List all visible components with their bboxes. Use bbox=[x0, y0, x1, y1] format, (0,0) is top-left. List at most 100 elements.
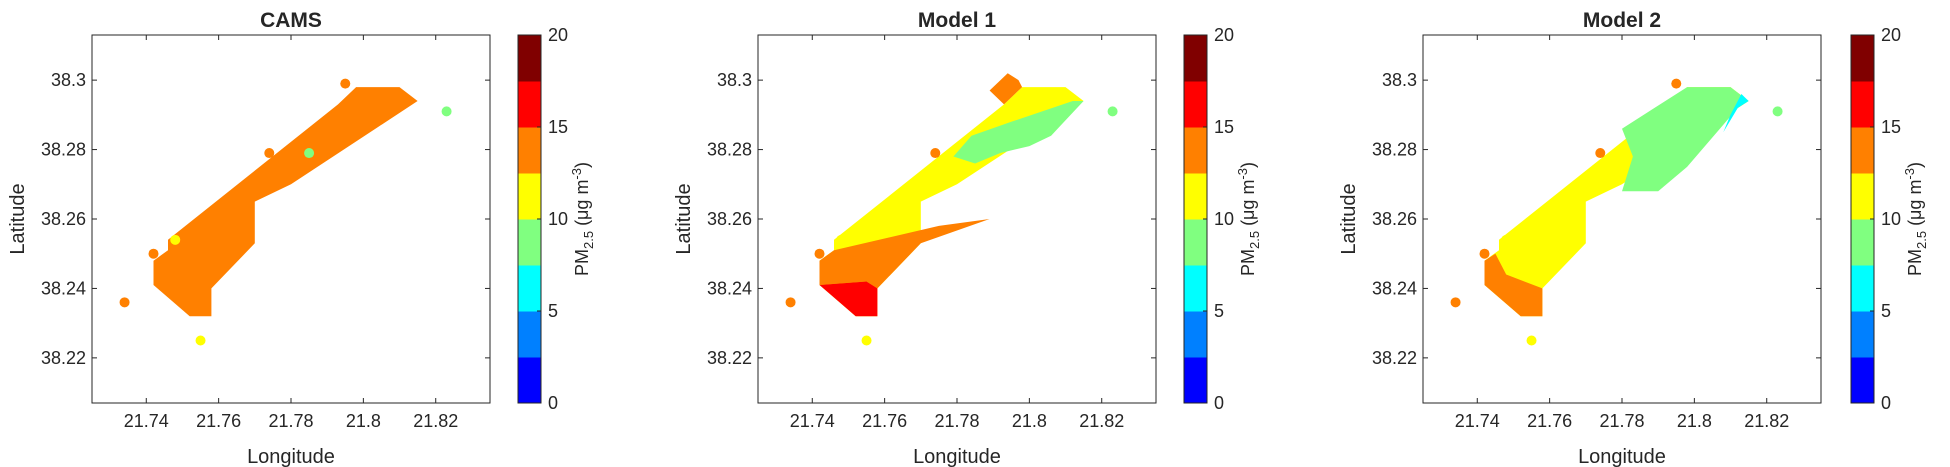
y-tick-label: 38.3 bbox=[717, 70, 752, 90]
colorbar-segment bbox=[1184, 127, 1207, 174]
y-tick-label: 38.26 bbox=[41, 209, 86, 229]
station-marker-5 bbox=[264, 148, 275, 159]
colorbar-tick-label: 5 bbox=[1881, 301, 1891, 321]
x-tick-label: 21.78 bbox=[268, 411, 313, 431]
station-marker-4 bbox=[1526, 335, 1537, 346]
colorbar-segment bbox=[518, 35, 541, 82]
chart-title: CAMS bbox=[260, 9, 322, 32]
station-marker-1 bbox=[119, 297, 130, 308]
contour-region-4 bbox=[953, 101, 1084, 164]
station-marker-2 bbox=[1479, 248, 1490, 259]
y-tick-label: 38.3 bbox=[1382, 70, 1417, 90]
station-marker-2 bbox=[814, 248, 825, 259]
colorbar-label-close: ) bbox=[1905, 162, 1925, 168]
station-marker-7 bbox=[1772, 106, 1783, 117]
x-tick-label: 21.74 bbox=[790, 411, 835, 431]
plot-area bbox=[758, 35, 1156, 403]
y-tick-label: 38.24 bbox=[707, 278, 752, 298]
colorbar-segment bbox=[1851, 35, 1874, 82]
station-marker-1 bbox=[785, 297, 796, 308]
y-tick-label: 38.22 bbox=[707, 348, 752, 368]
x-tick-label: 21.76 bbox=[1527, 411, 1572, 431]
y-axis-label: Latitude bbox=[673, 183, 695, 254]
colorbar-segment bbox=[1851, 311, 1874, 358]
colorbar-label-sup: -3 bbox=[569, 168, 584, 180]
colorbar-segment bbox=[1851, 173, 1874, 220]
colorbar-tick-label: 15 bbox=[548, 117, 568, 137]
station-marker-7 bbox=[340, 78, 351, 89]
colorbar-segment bbox=[1184, 35, 1207, 82]
colorbar-segment bbox=[1851, 357, 1874, 404]
colorbar-tick-label: 0 bbox=[1214, 393, 1224, 413]
station-marker-3 bbox=[1501, 234, 1512, 245]
x-tick-label: 21.78 bbox=[1599, 411, 1644, 431]
chart-title: Model 2 bbox=[1583, 9, 1661, 32]
x-tick-label: 21.82 bbox=[1744, 411, 1789, 431]
colorbar: 0 5 10 15 20 PM2.5 (μg m-3) bbox=[1850, 25, 1929, 413]
station-marker-6 bbox=[1006, 78, 1017, 89]
station-marker-1 bbox=[1450, 297, 1461, 308]
contour-region-2 bbox=[1484, 253, 1543, 317]
x-axis-label: Longitude bbox=[247, 446, 335, 467]
colorbar-label-units: (μg m bbox=[1905, 180, 1925, 231]
colorbar-segment bbox=[518, 173, 541, 220]
colorbar: 0 5 10 15 20 PM2.5 (μg m-3) bbox=[517, 25, 596, 413]
colorbar-segment bbox=[1184, 173, 1207, 220]
y-tick-label: 38.26 bbox=[707, 209, 752, 229]
x-tick-label: 21.8 bbox=[1677, 411, 1712, 431]
colorbar-tick-label: 15 bbox=[1214, 117, 1234, 137]
colorbar-segment bbox=[1184, 219, 1207, 266]
x-tick-label: 21.82 bbox=[413, 411, 458, 431]
station-marker-5 bbox=[1595, 148, 1606, 159]
colorbar-segment bbox=[1184, 311, 1207, 358]
colorbar-label-sup: -3 bbox=[1235, 168, 1250, 180]
colorbar-tick-label: 5 bbox=[548, 301, 558, 321]
colorbar-segment bbox=[1184, 81, 1207, 128]
x-axis-label: Longitude bbox=[1578, 446, 1666, 467]
colorbar-segment bbox=[518, 311, 541, 358]
colorbar-segment bbox=[1851, 81, 1874, 128]
colorbar-tick-label: 10 bbox=[548, 209, 568, 229]
colorbar: 0 5 10 15 20 PM2.5 (μg m-3) bbox=[1183, 25, 1262, 413]
colorbar-label-sup: -3 bbox=[1902, 168, 1917, 180]
colorbar-segment bbox=[1851, 265, 1874, 312]
station-marker-7 bbox=[1107, 106, 1118, 117]
colorbar-segment bbox=[1184, 357, 1207, 404]
colorbar-label: PM2.5 (μg m-3) bbox=[1235, 162, 1262, 276]
colorbar-tick-label: 10 bbox=[1214, 209, 1234, 229]
y-tick-label: 38.22 bbox=[41, 348, 86, 368]
y-tick-label: 38.24 bbox=[41, 278, 86, 298]
colorbar-tick-label: 20 bbox=[1881, 25, 1901, 45]
colorbar-label-units: (μg m bbox=[1238, 180, 1258, 231]
panel-2: 21.74 21.76 21.78 21.8 21.82 38.22 38.24 38.26 3… bbox=[673, 9, 1262, 467]
contour-region-4 bbox=[1723, 94, 1749, 133]
x-tick-label: 21.76 bbox=[196, 411, 241, 431]
station-marker-6 bbox=[304, 148, 315, 159]
chart-title: Model 1 bbox=[918, 9, 996, 32]
colorbar-tick-label: 10 bbox=[1881, 209, 1901, 229]
colorbar-label-close: ) bbox=[572, 162, 592, 168]
panel-3: 21.74 21.76 21.78 21.8 21.82 38.22 38.24 38.26 3… bbox=[1338, 9, 1929, 467]
station-marker-5 bbox=[930, 148, 941, 159]
colorbar-segment bbox=[1184, 265, 1207, 312]
colorbar-segment bbox=[518, 357, 541, 404]
y-tick-label: 38.24 bbox=[1372, 278, 1417, 298]
station-marker-6 bbox=[1671, 78, 1682, 89]
station-marker-3 bbox=[836, 234, 847, 245]
colorbar-segment bbox=[518, 265, 541, 312]
y-tick-label: 38.22 bbox=[1372, 348, 1417, 368]
station-marker-4 bbox=[861, 335, 872, 346]
y-axis-label: Latitude bbox=[7, 183, 29, 254]
station-marker-3 bbox=[170, 234, 181, 245]
colorbar-tick-label: 0 bbox=[1881, 393, 1891, 413]
y-tick-label: 38.28 bbox=[707, 140, 752, 160]
contour-region-3 bbox=[819, 281, 878, 317]
y-tick-label: 38.3 bbox=[51, 70, 86, 90]
station-marker-2 bbox=[148, 248, 159, 259]
colorbar-tick-label: 20 bbox=[1214, 25, 1234, 45]
contour-region-2 bbox=[819, 219, 990, 289]
colorbar-tick-label: 20 bbox=[548, 25, 568, 45]
x-tick-label: 21.82 bbox=[1079, 411, 1124, 431]
colorbar-label-sub: 2.5 bbox=[581, 231, 596, 249]
